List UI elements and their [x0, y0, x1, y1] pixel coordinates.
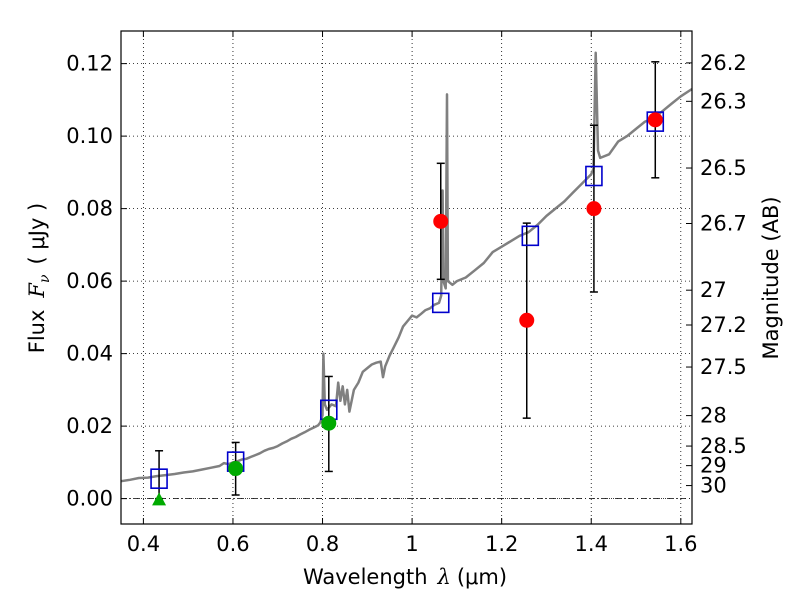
- model-band-square: [431, 292, 450, 314]
- y-tick-label: 0.08: [66, 197, 113, 221]
- plot-frame: [120, 30, 693, 525]
- x-tick-label: 0.8: [306, 532, 339, 556]
- photometry-point: [433, 213, 449, 229]
- y-axis-label: FluxFν( μJy ): [25, 203, 53, 353]
- y-tick-label: 0.06: [66, 269, 113, 293]
- magnitude-tick-label: 29: [700, 454, 727, 478]
- error-bars: [155, 61, 660, 500]
- grid: [121, 31, 692, 524]
- ticks: 0.4 0.6 0.8 1 1.2 1.4 1.6 0.00 0.02 0.04 0.06 0.08 0…: [66, 31, 747, 556]
- y-tick-label: 0.02: [66, 414, 113, 438]
- x-axis-label: Wavelength λ (μm): [303, 565, 507, 589]
- model-spectrum-line: [120, 51, 693, 483]
- model-spectrum-group: [120, 51, 693, 483]
- photometry-point: [321, 415, 337, 431]
- photometry-point: [519, 312, 535, 328]
- x-tick-label: 1.2: [485, 532, 518, 556]
- y-tick-label: 0.04: [66, 342, 113, 366]
- model-band-square: [150, 468, 168, 489]
- x-tick-label: 1.6: [664, 532, 697, 556]
- y-tick-label: 0.10: [66, 124, 113, 148]
- x-tick-label: 0.4: [127, 532, 160, 556]
- magnitude-axis-label: Magnitude (AB): [759, 196, 783, 359]
- magnitude-tick-label: 26.5: [700, 156, 747, 180]
- y-tick-label: 0.00: [66, 487, 113, 511]
- photometry-point: [647, 112, 663, 128]
- x-tick-label: 0.6: [216, 532, 249, 556]
- model-band-square: [585, 165, 603, 187]
- model-band-square: [646, 111, 665, 132]
- magnitude-tick-label: 27.2: [700, 313, 747, 337]
- x-tick-label: 1.4: [575, 532, 608, 556]
- magnitude-tick-label: 28: [700, 404, 727, 428]
- photometry-point: [228, 461, 244, 477]
- magnitude-tick-label: 28.5: [700, 434, 747, 458]
- model-band-square: [521, 225, 540, 247]
- photometry-point: [586, 201, 602, 217]
- data-markers: [150, 111, 665, 506]
- y-tick-label: 0.12: [66, 52, 113, 76]
- magnitude-tick-label: 26.2: [700, 51, 747, 75]
- magnitude-tick-label: 26.7: [700, 211, 747, 235]
- upper-limit-triangle: [152, 492, 167, 506]
- magnitude-tick-label: 30: [700, 474, 727, 498]
- magnitude-tick-label: 27: [700, 278, 727, 302]
- magnitude-tick-label: 27.5: [700, 355, 747, 379]
- magnitude-tick-label: 26.3: [700, 89, 747, 113]
- x-tick-label: 1: [405, 532, 418, 556]
